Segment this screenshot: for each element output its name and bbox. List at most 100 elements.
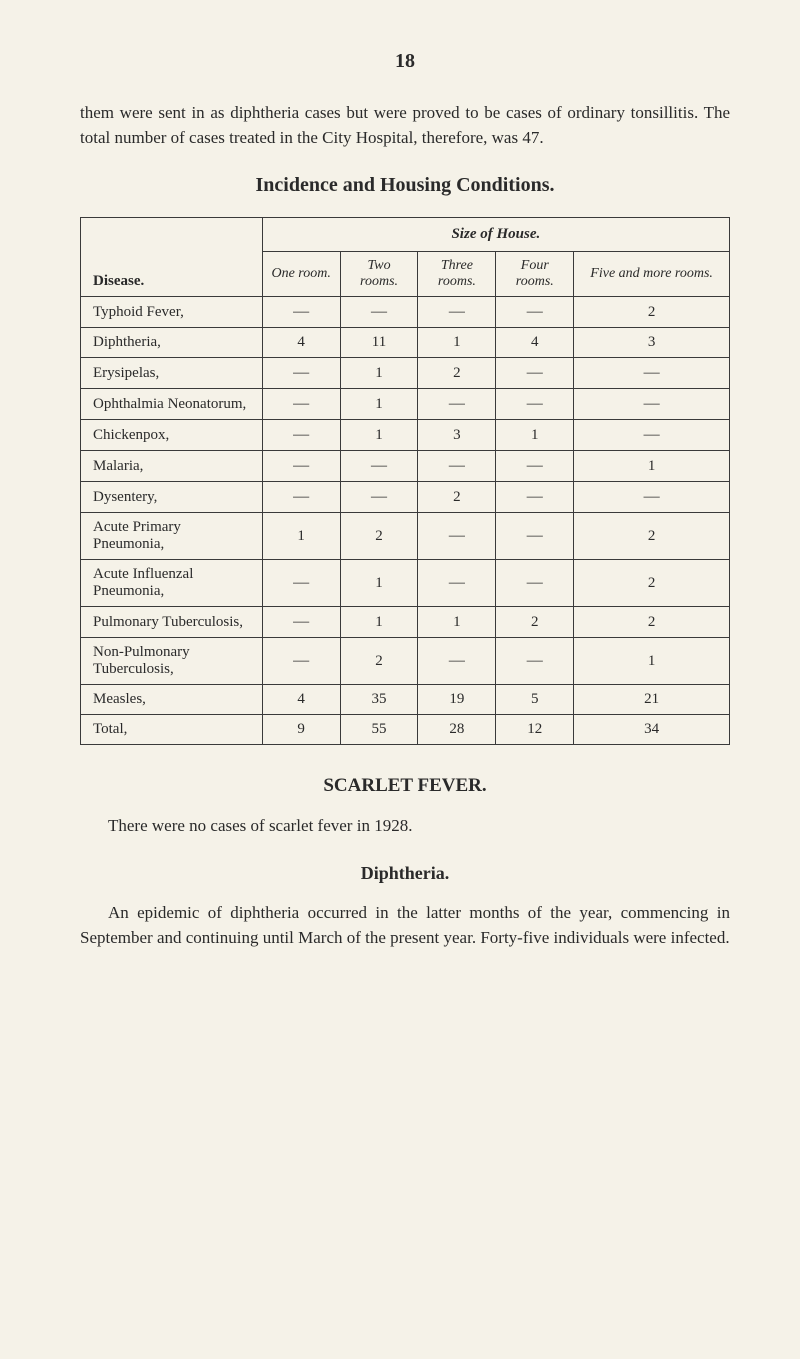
value-cell: 55	[340, 715, 418, 745]
value-cell: —	[262, 560, 340, 607]
scarlet-fever-heading: SCARLET FEVER.	[80, 775, 730, 797]
value-cell: —	[496, 389, 574, 420]
value-cell: —	[262, 420, 340, 451]
value-cell: 1	[340, 607, 418, 638]
value-cell: 9	[262, 715, 340, 745]
table-row: Measles,43519521	[81, 685, 730, 715]
disease-cell: Typhoid Fever,	[81, 297, 263, 328]
diphtheria-heading: Diphtheria.	[80, 863, 730, 884]
value-cell: —	[262, 358, 340, 389]
col-four: Four rooms.	[496, 252, 574, 297]
value-cell: —	[496, 482, 574, 513]
value-cell: 2	[418, 482, 496, 513]
size-of-house-header: Size of House.	[262, 218, 729, 252]
table-row: Typhoid Fever,————2	[81, 297, 730, 328]
value-cell: 2	[574, 607, 730, 638]
value-cell: —	[496, 451, 574, 482]
value-cell: 2	[574, 513, 730, 560]
value-cell: 1	[496, 420, 574, 451]
table-row: Acute Primary Pneumonia,12——2	[81, 513, 730, 560]
value-cell: 19	[418, 685, 496, 715]
value-cell: 2	[340, 638, 418, 685]
value-cell: 1	[418, 328, 496, 358]
col-five: Five and more rooms.	[574, 252, 730, 297]
value-cell: —	[574, 389, 730, 420]
table-header-top: Disease. Size of House.	[81, 218, 730, 252]
value-cell: 1	[418, 607, 496, 638]
value-cell: —	[574, 420, 730, 451]
diphtheria-text: An epidemic of diphtheria occurred in th…	[80, 901, 730, 950]
value-cell: 4	[496, 328, 574, 358]
value-cell: 28	[418, 715, 496, 745]
value-cell: —	[496, 297, 574, 328]
table-row: Acute Influenzal Pneumonia,—1——2	[81, 560, 730, 607]
value-cell: —	[340, 297, 418, 328]
value-cell: 3	[574, 328, 730, 358]
value-cell: 4	[262, 685, 340, 715]
col-three: Three rooms.	[418, 252, 496, 297]
intro-paragraph: them were sent in as diphtheria cases bu…	[80, 101, 730, 150]
value-cell: 12	[496, 715, 574, 745]
value-cell: —	[496, 513, 574, 560]
value-cell: 5	[496, 685, 574, 715]
value-cell: 1	[340, 389, 418, 420]
value-cell: 1	[574, 451, 730, 482]
value-cell: —	[262, 451, 340, 482]
value-cell: —	[496, 560, 574, 607]
document-page: 18 them were sent in as diphtheria cases…	[0, 0, 800, 1359]
value-cell: 2	[340, 513, 418, 560]
table-row: Diphtheria,411143	[81, 328, 730, 358]
value-cell: 1	[340, 420, 418, 451]
value-cell: —	[418, 560, 496, 607]
disease-cell: Diphtheria,	[81, 328, 263, 358]
value-cell: —	[340, 482, 418, 513]
disease-cell: Acute Influenzal Pneumonia,	[81, 560, 263, 607]
value-cell: 1	[262, 513, 340, 560]
value-cell: —	[574, 482, 730, 513]
disease-cell: Pulmonary Tuberculosis,	[81, 607, 263, 638]
value-cell: —	[496, 638, 574, 685]
disease-cell: Malaria,	[81, 451, 263, 482]
page-number: 18	[80, 50, 730, 73]
value-cell: —	[262, 297, 340, 328]
incidence-table: Disease. Size of House. One room. Two ro…	[80, 217, 730, 745]
value-cell: 2	[418, 358, 496, 389]
value-cell: 1	[340, 358, 418, 389]
table-row: Dysentery,——2——	[81, 482, 730, 513]
value-cell: —	[418, 389, 496, 420]
value-cell: 21	[574, 685, 730, 715]
table-title: Incidence and Housing Conditions.	[80, 174, 730, 197]
disease-cell: Acute Primary Pneumonia,	[81, 513, 263, 560]
disease-cell: Non-Pulmonary Tuberculosis,	[81, 638, 263, 685]
value-cell: 1	[340, 560, 418, 607]
value-cell: —	[262, 638, 340, 685]
value-cell: 3	[418, 420, 496, 451]
value-cell: —	[418, 513, 496, 560]
value-cell: 1	[574, 638, 730, 685]
table-body: Typhoid Fever,————2Diphtheria,411143Erys…	[81, 297, 730, 745]
table-row: Malaria,————1	[81, 451, 730, 482]
scarlet-fever-text: There were no cases of scarlet fever in …	[80, 814, 730, 839]
col-two: Two rooms.	[340, 252, 418, 297]
disease-cell: Measles,	[81, 685, 263, 715]
disease-cell: Dysentery,	[81, 482, 263, 513]
value-cell: —	[418, 297, 496, 328]
col-one: One room.	[262, 252, 340, 297]
value-cell: 2	[574, 560, 730, 607]
table-row: Non-Pulmonary Tuberculosis,—2——1	[81, 638, 730, 685]
value-cell: —	[418, 451, 496, 482]
value-cell: —	[418, 638, 496, 685]
value-cell: 11	[340, 328, 418, 358]
table-row: Erysipelas,—12——	[81, 358, 730, 389]
disease-cell: Chickenpox,	[81, 420, 263, 451]
disease-cell: Erysipelas,	[81, 358, 263, 389]
table-row: Chickenpox,—131—	[81, 420, 730, 451]
value-cell: —	[574, 358, 730, 389]
value-cell: —	[262, 607, 340, 638]
value-cell: 34	[574, 715, 730, 745]
value-cell: —	[340, 451, 418, 482]
value-cell: 4	[262, 328, 340, 358]
table-row: Total,955281234	[81, 715, 730, 745]
value-cell: —	[262, 389, 340, 420]
disease-cell: Total,	[81, 715, 263, 745]
